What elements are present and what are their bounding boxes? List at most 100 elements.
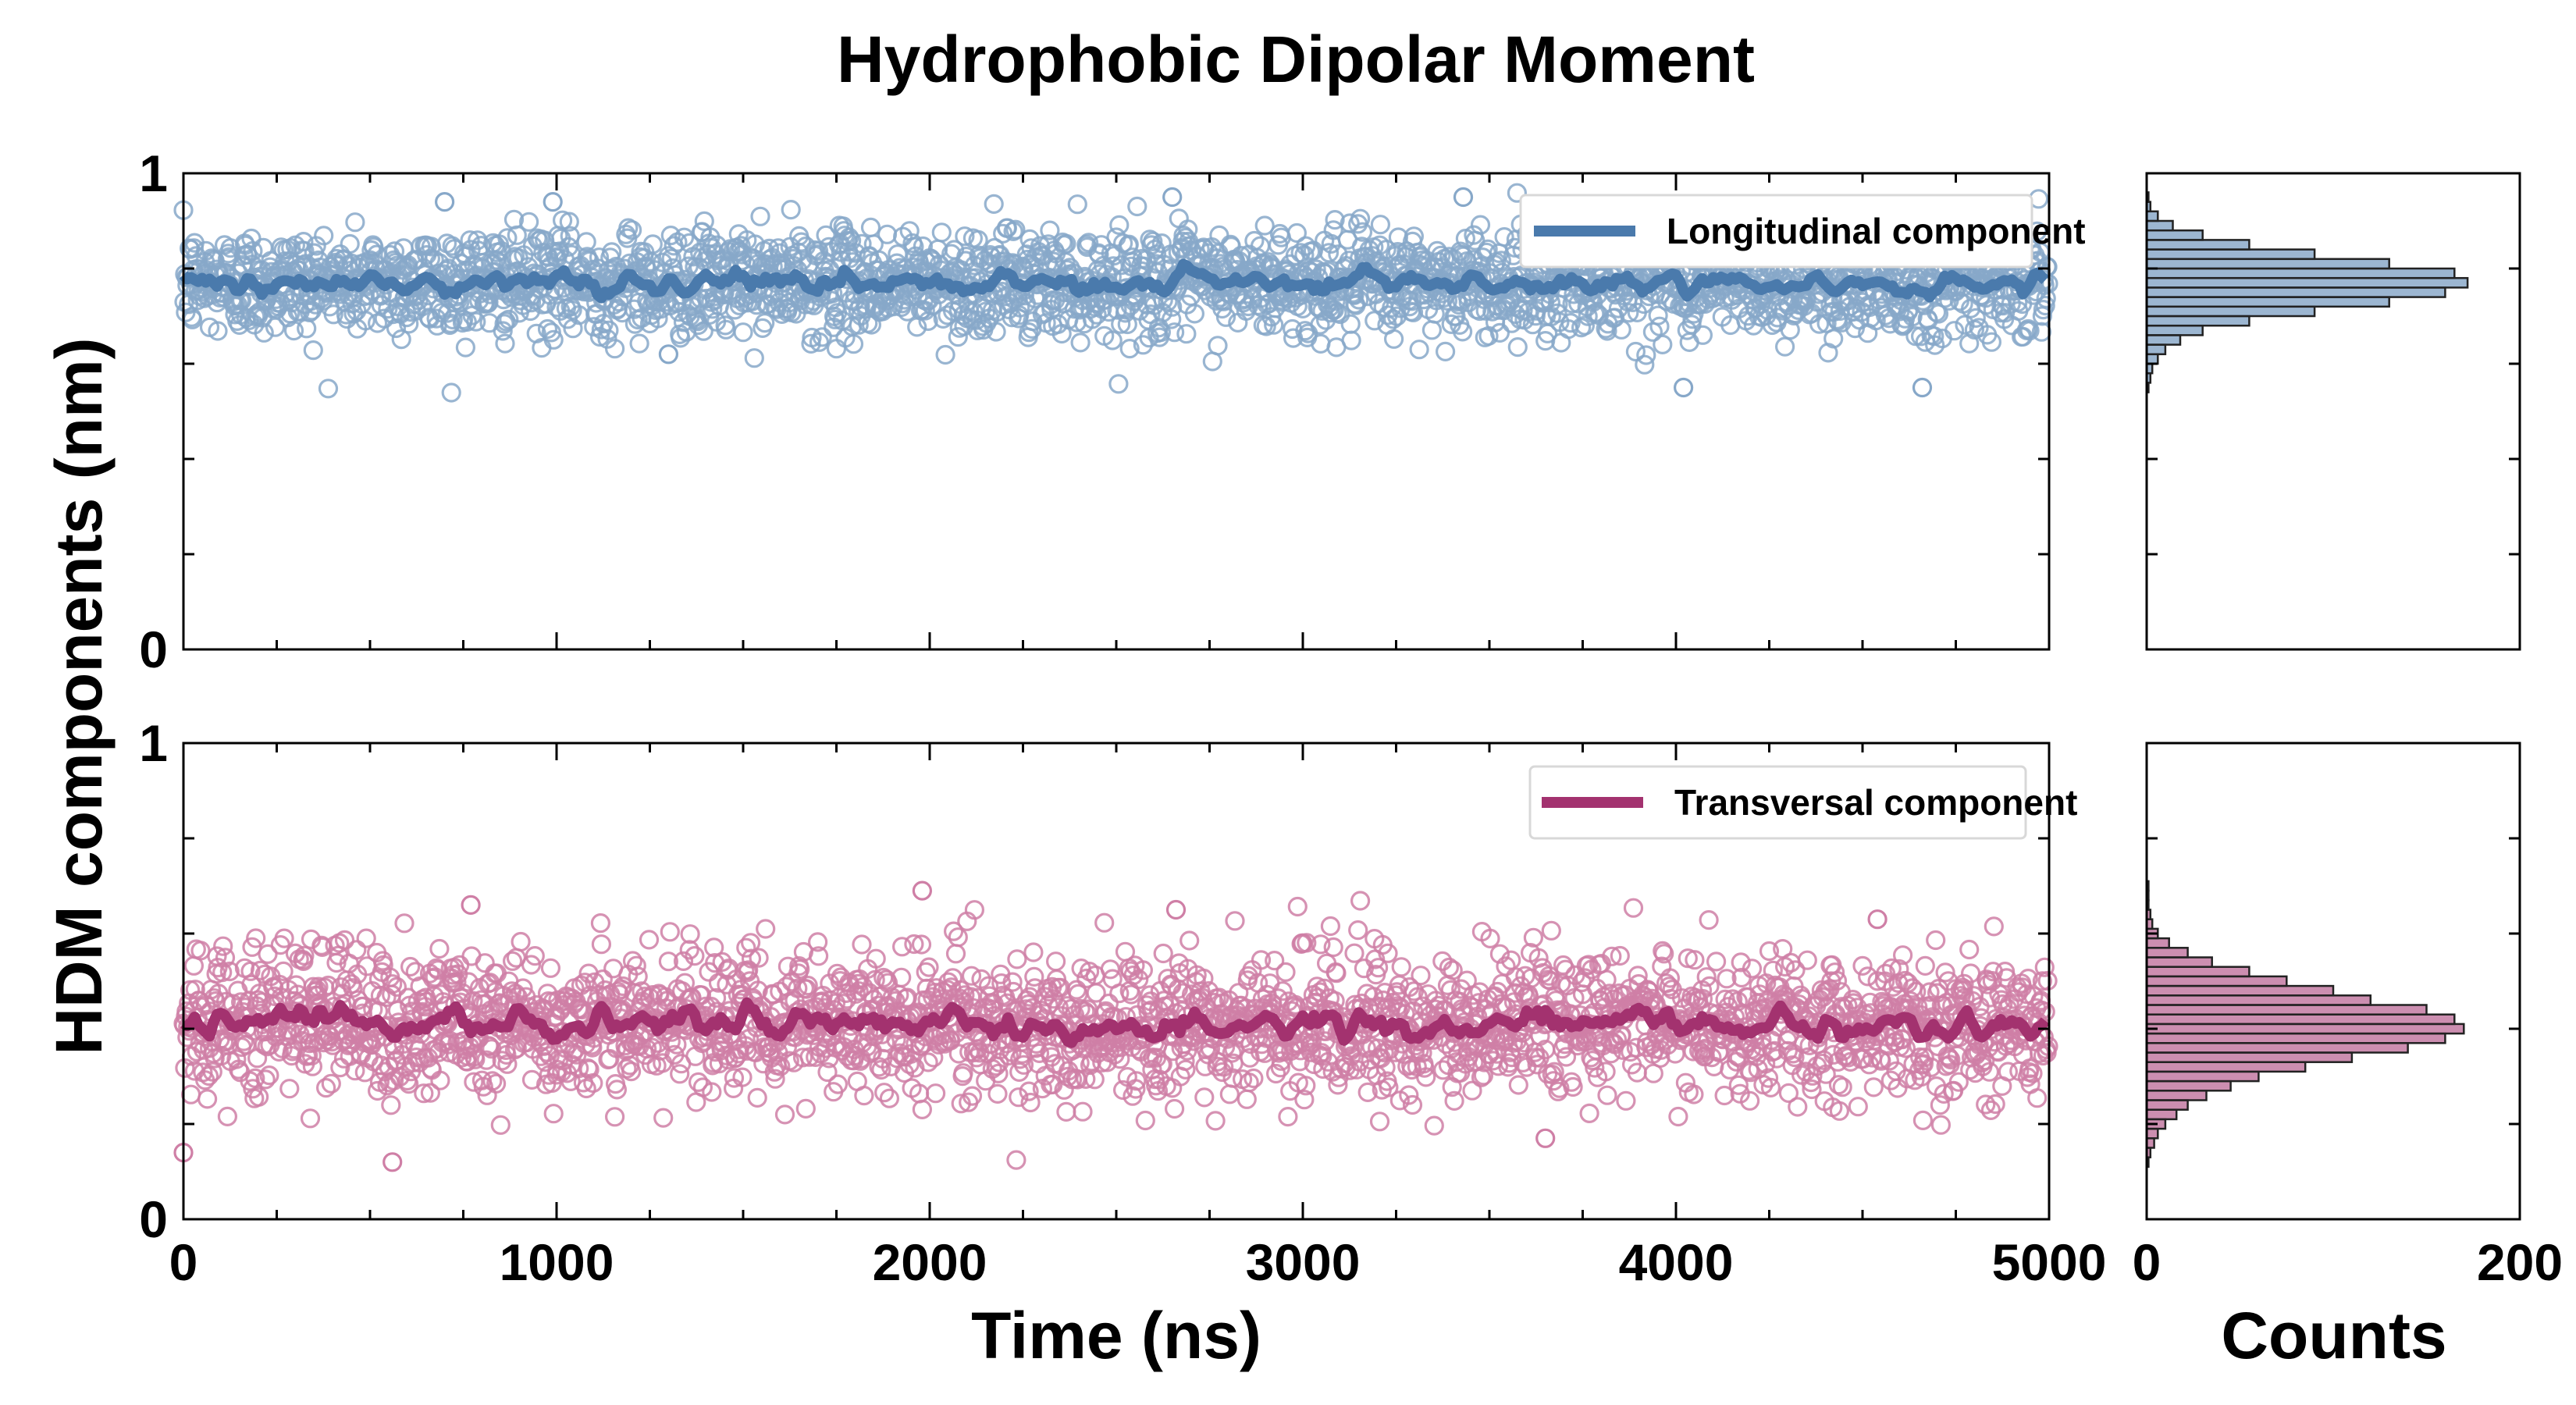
scatter-point — [731, 236, 751, 256]
scatter-point — [744, 348, 764, 368]
scatter-point — [1966, 308, 1986, 328]
scatter-point — [1563, 1076, 1583, 1097]
scatter-point — [795, 1098, 816, 1119]
scatter-point — [414, 1083, 434, 1104]
scatter-point — [543, 192, 563, 212]
scatter-point — [1924, 326, 1944, 347]
scatter-point — [1626, 1037, 1646, 1058]
scatter-point — [323, 304, 343, 325]
scatter-point — [629, 333, 649, 354]
scatter-point — [497, 228, 518, 248]
scatter-point — [212, 962, 233, 983]
scatter-point — [1318, 243, 1340, 263]
scatter-point — [250, 960, 271, 981]
scatter-point — [1431, 245, 1451, 265]
scatter-point — [1067, 194, 1087, 215]
scatter-point — [685, 945, 705, 966]
scatter-point — [318, 975, 339, 996]
scatter-point — [1194, 1087, 1215, 1108]
scatter-point — [1444, 1090, 1464, 1112]
scatter-point — [575, 973, 595, 993]
scatter-point — [208, 321, 228, 341]
scatter-point — [1244, 1068, 1264, 1089]
y-tick-label: 0 — [139, 621, 168, 678]
scatter-point — [1937, 1046, 1958, 1066]
scatter-point — [1175, 1051, 1195, 1072]
scatter-point — [1610, 945, 1630, 966]
scatter-point — [1889, 959, 1909, 980]
scatter-point — [1006, 1150, 1026, 1170]
scatter-point — [310, 1030, 330, 1051]
scatter-point — [1048, 314, 1069, 334]
scatter-point — [1048, 997, 1069, 1018]
scatter-point — [176, 302, 196, 322]
scatter-point — [1560, 313, 1581, 333]
scatter-point — [1323, 220, 1343, 240]
scatter-point — [518, 212, 539, 232]
scatter-point — [1959, 939, 1980, 960]
scatter-point — [599, 320, 619, 340]
scatter-point — [1489, 322, 1510, 343]
scatter-point — [1038, 994, 1059, 1016]
scatter-point — [1660, 968, 1680, 988]
scatter-point — [1759, 941, 1780, 962]
scatter-point — [953, 1063, 973, 1083]
scatter-point — [394, 913, 415, 934]
scatter-point — [1176, 324, 1197, 344]
scatter-point — [1599, 984, 1620, 1004]
scatter-point — [1383, 329, 1404, 349]
scatter-point — [1341, 330, 1361, 350]
scatter-point — [490, 1115, 511, 1135]
scatter-point — [1424, 1115, 1444, 1136]
scatter-point — [1507, 337, 1528, 357]
scatter-point — [492, 1051, 512, 1071]
scatter-point — [807, 932, 828, 952]
scatter-point — [1425, 304, 1445, 324]
scatter-point — [1107, 300, 1127, 320]
scatter-point — [1375, 1057, 1396, 1078]
scatter-point — [528, 230, 549, 251]
scatter-point — [495, 333, 515, 354]
scatter-point — [841, 230, 862, 251]
scatter-point — [1349, 290, 1369, 310]
scatter-point — [1879, 1051, 1899, 1071]
scatter-point — [557, 309, 578, 329]
scatter-point — [1256, 316, 1276, 336]
scatter-point — [1784, 1047, 1805, 1068]
scatter-point — [254, 322, 274, 343]
scatter-point — [343, 978, 363, 998]
scatter-point — [1409, 340, 1429, 360]
scatter-point — [781, 200, 801, 220]
scatter-point — [1325, 210, 1345, 230]
scatter-point — [482, 1071, 503, 1091]
scatter-point — [1832, 1077, 1852, 1097]
scatter-point — [706, 987, 727, 1008]
scatter-point — [1056, 233, 1076, 254]
scatter-point — [1852, 955, 1873, 976]
scatter-point — [1108, 374, 1129, 394]
scatter-point — [688, 1072, 709, 1093]
scatter-point — [259, 1065, 279, 1086]
scatter-point — [899, 1054, 920, 1075]
scatter-point — [301, 1045, 322, 1066]
scatter-point — [1871, 1051, 1891, 1071]
scatter-point — [347, 940, 367, 960]
scatter-point — [1179, 930, 1200, 951]
scatter-point — [1954, 973, 1974, 994]
scatter-point — [1176, 1059, 1196, 1080]
scatter-point — [1496, 956, 1516, 976]
scatter-point — [430, 1070, 450, 1090]
scatter-point — [1287, 896, 1308, 917]
scatter-point — [759, 238, 780, 258]
scatter-point — [1019, 229, 1040, 249]
scatter-point — [1162, 187, 1183, 208]
scatter-point — [879, 1088, 900, 1108]
scatter-point — [1978, 974, 1998, 994]
scatter-point — [294, 945, 315, 966]
scatter-point — [774, 1104, 795, 1125]
scatter-point — [246, 928, 266, 948]
scatter-point — [1084, 1069, 1105, 1090]
scatter-point — [1912, 377, 1933, 398]
scatter-point — [1152, 1054, 1172, 1074]
scatter-point — [434, 192, 455, 212]
